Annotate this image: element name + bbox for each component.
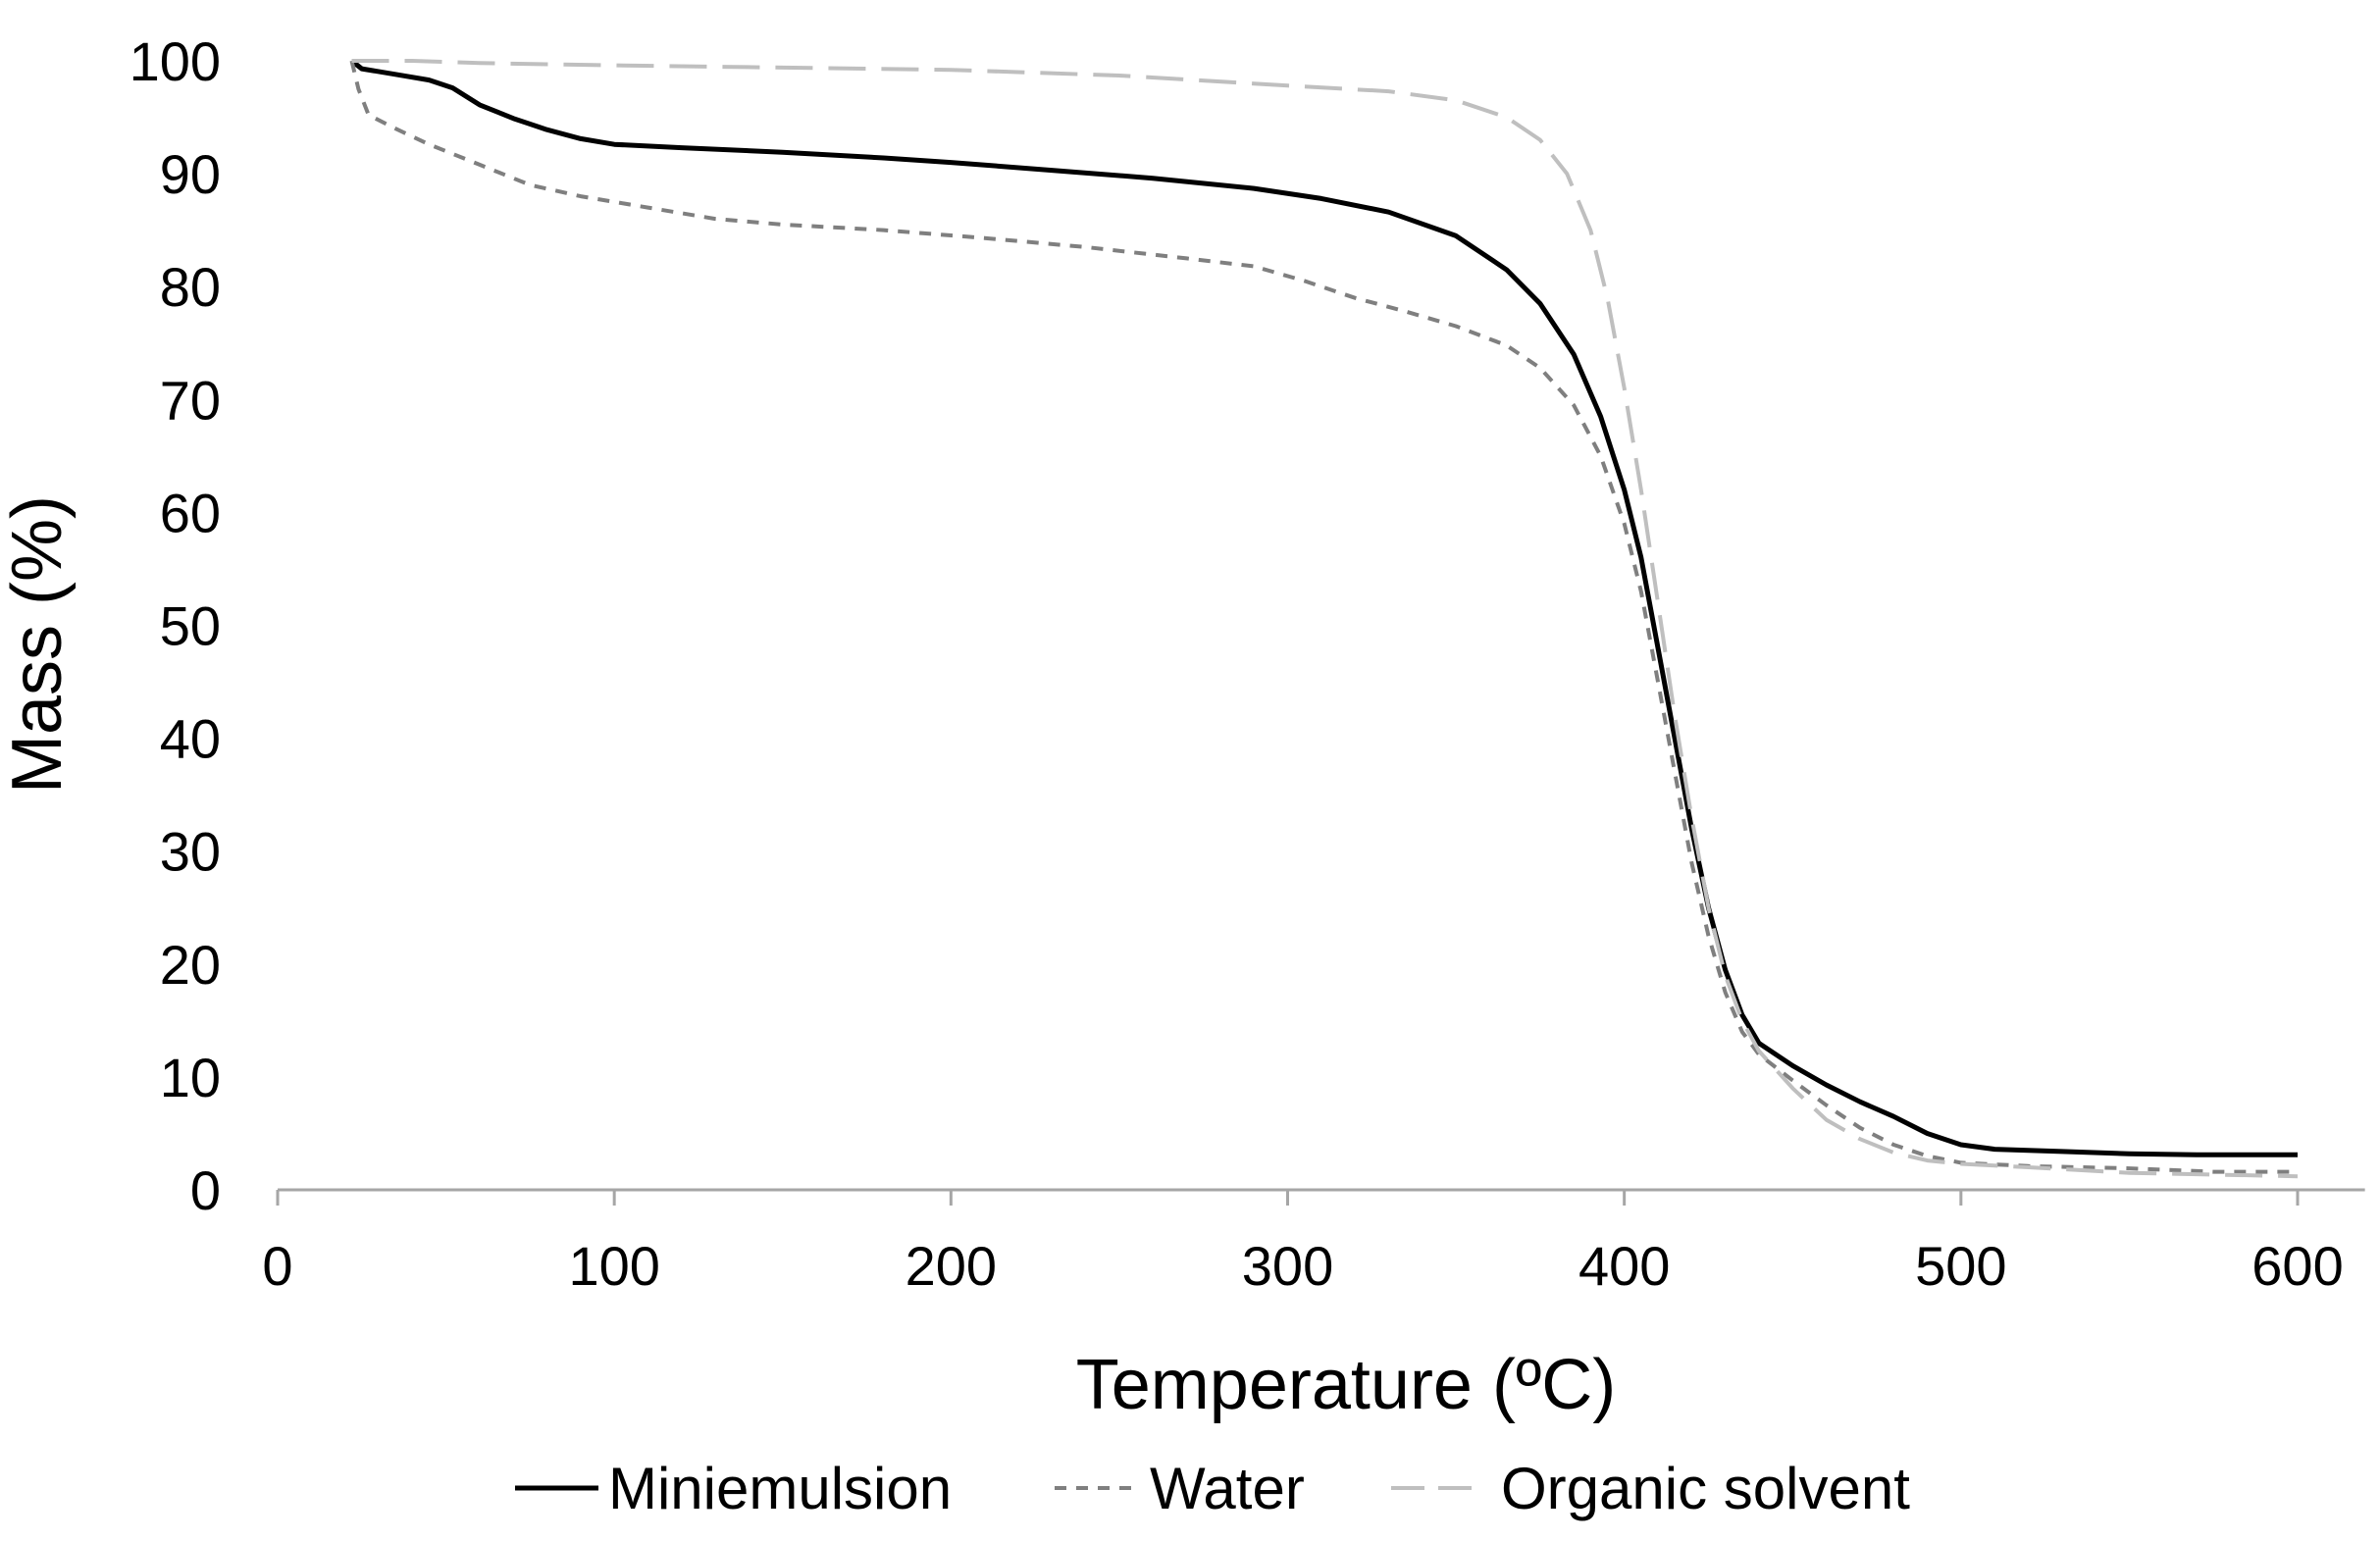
y-tick-label: 50: [160, 595, 221, 657]
y-tick-label: 60: [160, 482, 221, 543]
series-line-miniemulsion: [349, 59, 2298, 1157]
y-axis-tick-labels: 0 10 20 30 40 50 60 70 80 90 100: [129, 30, 221, 1221]
y-tick-label: 10: [160, 1047, 221, 1108]
x-axis-tick-labels: 0 100 200 300 400 500 600: [262, 1235, 2343, 1297]
x-tick-label: 500: [1915, 1235, 2006, 1297]
x-tick-label: 100: [568, 1235, 659, 1297]
x-axis-title: Temperature (ºC): [1076, 1346, 1616, 1424]
x-tick-label: 400: [1578, 1235, 1670, 1297]
x-tick-label: 300: [1242, 1235, 1333, 1297]
series-layer: [349, 59, 2299, 1179]
y-tick-label: 80: [160, 256, 221, 318]
y-tick-label: 70: [160, 369, 221, 431]
x-tick-label: 0: [262, 1235, 292, 1297]
legend-label-miniemulsion: Miniemulsion: [608, 1456, 952, 1521]
x-tick-label: 200: [905, 1235, 997, 1297]
y-tick-label: 30: [160, 821, 221, 883]
series-line-organic-solvent: [351, 59, 2299, 1179]
x-axis-tick-marks: [276, 1190, 2300, 1206]
series-line-water: [349, 60, 2298, 1174]
legend-label-water: Water: [1150, 1456, 1305, 1521]
legend-label-organic-solvent: Organic solvent: [1501, 1456, 1910, 1521]
y-tick-label: 20: [160, 934, 221, 996]
x-tick-label: 600: [2251, 1235, 2343, 1297]
y-axis-title: Mass (%): [0, 495, 77, 794]
y-tick-label: 90: [160, 143, 221, 205]
y-tick-label: 100: [129, 30, 221, 92]
legend: Miniemulsion Water Organic solvent: [515, 1456, 1910, 1521]
y-tick-label: 40: [160, 708, 221, 770]
y-tick-label: 0: [190, 1159, 221, 1221]
